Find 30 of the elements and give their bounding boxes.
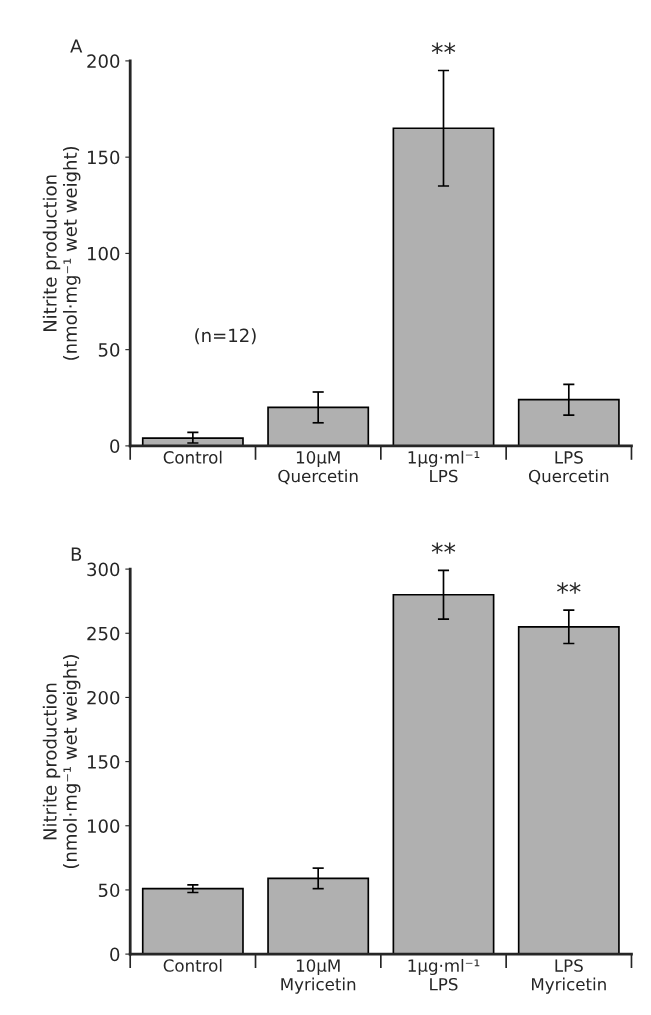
chart-title: B bbox=[71, 547, 82, 561]
annotation: (n=12) bbox=[195, 328, 256, 345]
x-tick-label: 1µg·ml⁻¹ LPS bbox=[408, 450, 480, 483]
y-tick-label: 50 bbox=[98, 883, 120, 898]
y-tick-label: 250 bbox=[87, 626, 120, 641]
y-tick-label: 0 bbox=[110, 439, 120, 454]
x-tick-label: LPS Myricetin bbox=[532, 959, 606, 994]
x-tick-label: 1µg·ml⁻¹ LPS bbox=[408, 958, 480, 991]
y-tick-label: 100 bbox=[88, 819, 120, 833]
y-tick-label: 50 bbox=[98, 343, 120, 357]
y-tick-label: 150 bbox=[88, 150, 120, 165]
x-tick-label: 10µM Myricetin bbox=[281, 959, 356, 994]
annotation: ** bbox=[557, 582, 581, 594]
bar bbox=[141, 887, 244, 955]
x-tick-label: Control bbox=[163, 450, 222, 464]
y-tick-label: 200 bbox=[87, 54, 120, 69]
y-tick-label: 100 bbox=[88, 246, 120, 261]
annotation: ** bbox=[431, 542, 456, 554]
x-tick-label: LPS Quercetin bbox=[528, 451, 609, 485]
y-axis-title: Nitrite production (nmol·mg⁻¹ wet weight) bbox=[42, 146, 81, 360]
x-tick-label: 10µM Quercetin bbox=[278, 451, 358, 485]
y-axis-title: Nitrite production (nmol·mg⁻¹ wet weight) bbox=[42, 655, 81, 869]
chart-title: A bbox=[70, 39, 83, 53]
y-tick-label: 200 bbox=[87, 690, 120, 705]
y-tick-label: 300 bbox=[87, 562, 120, 577]
x-tick-label: Control bbox=[163, 958, 222, 972]
bar bbox=[141, 437, 244, 446]
y-tick-label: 0 bbox=[110, 947, 120, 962]
annotation: ** bbox=[431, 42, 456, 55]
y-tick-label: 150 bbox=[88, 755, 120, 769]
